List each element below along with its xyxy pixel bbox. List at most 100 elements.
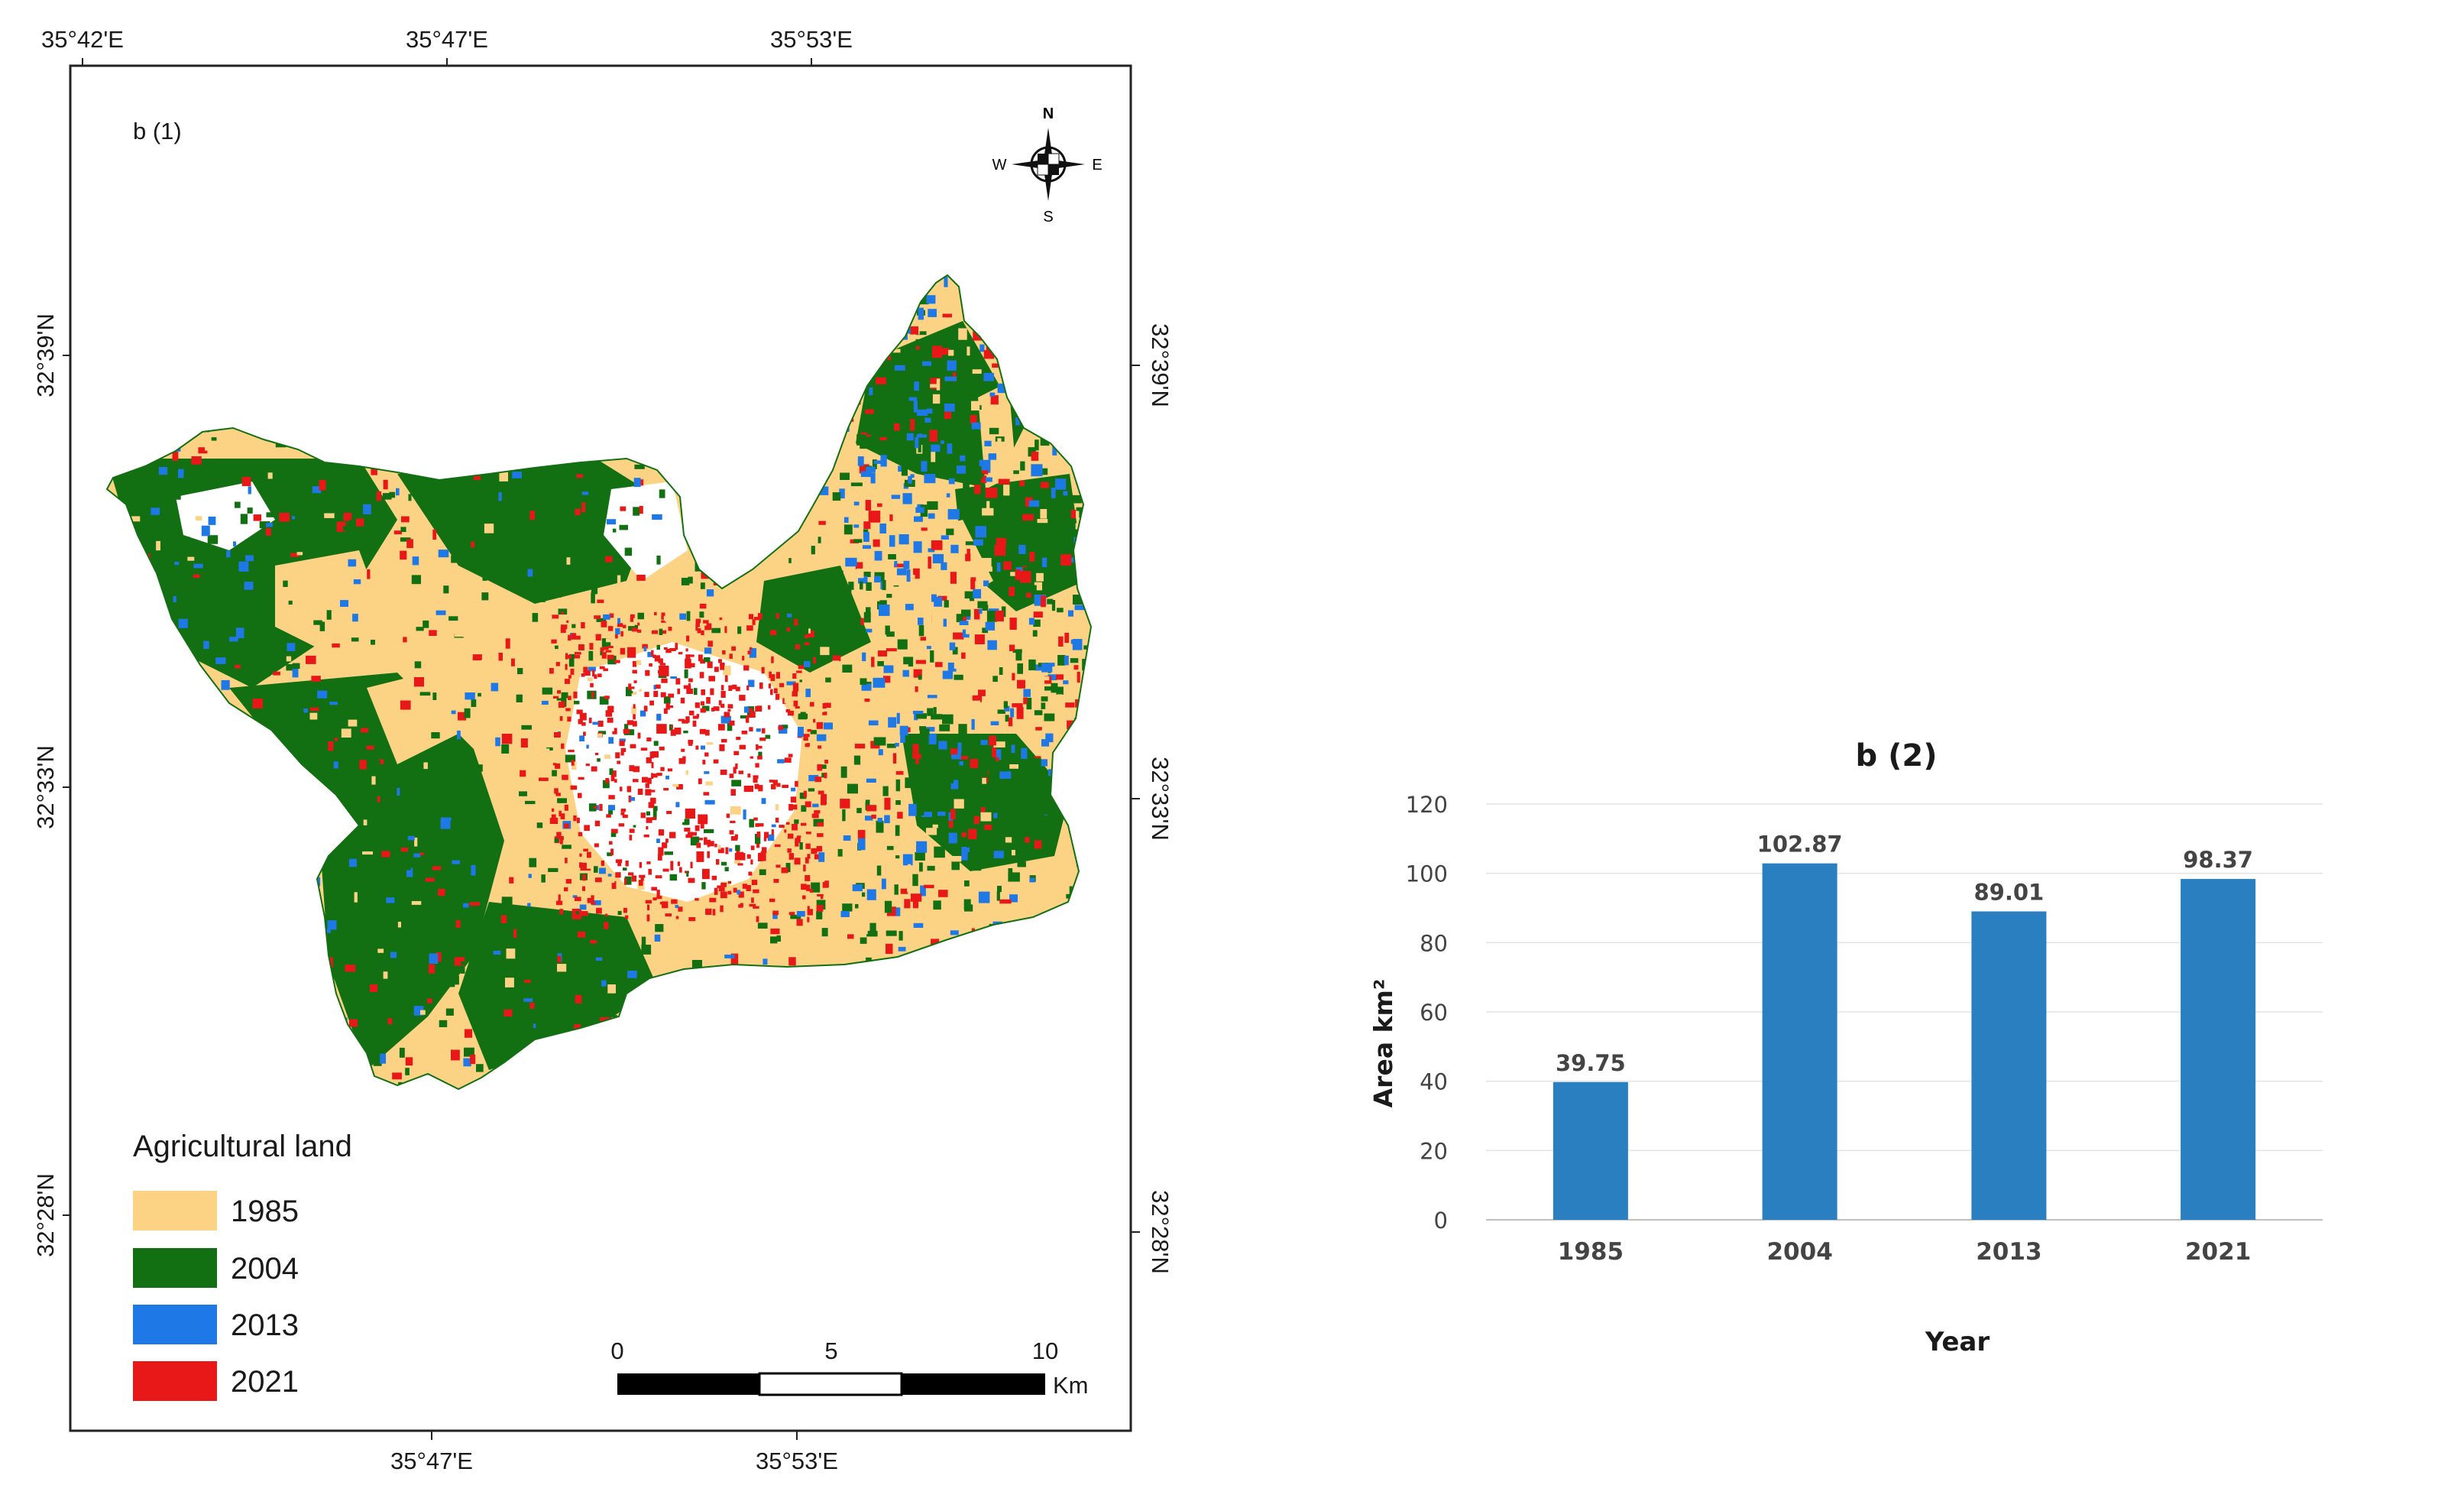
land-cover-patch bbox=[775, 804, 779, 811]
land-cover-patch bbox=[178, 469, 184, 478]
land-cover-patch bbox=[801, 884, 807, 890]
land-cover-patch bbox=[805, 875, 811, 881]
land-cover-patch bbox=[1070, 658, 1079, 663]
land-cover-patch bbox=[405, 1057, 413, 1066]
land-cover-patch bbox=[481, 592, 489, 601]
land-cover-patch bbox=[690, 861, 693, 869]
land-cover-patch bbox=[701, 630, 704, 636]
land-cover-patch bbox=[552, 853, 557, 858]
land-cover-patch bbox=[949, 465, 959, 474]
land-cover-patch bbox=[602, 780, 610, 789]
land-cover-patch bbox=[915, 754, 919, 765]
land-cover-patch bbox=[1026, 592, 1031, 598]
land-cover-patch bbox=[727, 722, 733, 731]
land-cover-patch bbox=[203, 640, 209, 649]
land-cover-patch bbox=[565, 754, 576, 763]
compass-w-label: W bbox=[992, 157, 1007, 173]
land-cover-patch bbox=[1042, 815, 1050, 827]
land-cover-patch bbox=[670, 729, 676, 736]
land-cover-patch bbox=[236, 627, 244, 638]
land-cover-patch bbox=[695, 702, 700, 708]
land-cover-patch bbox=[684, 669, 688, 679]
land-cover-patch bbox=[722, 650, 726, 655]
land-cover-patch bbox=[866, 957, 872, 961]
chart-x-axis-label: Year bbox=[1925, 1327, 1990, 1357]
land-cover-patch bbox=[1041, 696, 1048, 702]
land-cover-patch bbox=[633, 779, 639, 783]
land-cover-patch bbox=[668, 627, 672, 631]
land-cover-patch bbox=[636, 574, 646, 581]
land-cover-patch bbox=[383, 479, 388, 490]
land-cover-patch bbox=[1017, 679, 1025, 689]
land-cover-patch bbox=[233, 541, 237, 546]
land-cover-patch bbox=[529, 1002, 535, 1009]
land-cover-patch bbox=[787, 833, 794, 839]
land-cover-patch bbox=[397, 787, 400, 796]
land-cover-patch bbox=[728, 685, 733, 691]
land-cover-patch bbox=[817, 764, 823, 771]
land-cover-patch bbox=[898, 946, 906, 952]
land-cover-patch bbox=[593, 1018, 600, 1026]
land-cover-patch bbox=[983, 841, 987, 847]
land-cover-patch bbox=[601, 621, 607, 627]
land-cover-patch bbox=[431, 732, 440, 739]
land-cover-patch bbox=[432, 692, 437, 700]
land-cover-patch bbox=[707, 851, 710, 858]
land-cover-patch bbox=[340, 600, 348, 607]
land-cover-patch bbox=[520, 738, 528, 748]
chart-x-tick-label: 1985 bbox=[1558, 1238, 1624, 1266]
land-cover-patch bbox=[248, 486, 251, 494]
land-cover-patch bbox=[924, 474, 936, 484]
land-cover-patch bbox=[486, 644, 491, 655]
land-cover-patch bbox=[356, 518, 364, 527]
land-cover-patch bbox=[1005, 715, 1009, 722]
land-cover-patch bbox=[771, 784, 776, 790]
land-cover-patch bbox=[683, 730, 688, 734]
land-cover-patch bbox=[865, 799, 870, 810]
land-cover-patch bbox=[1051, 488, 1056, 498]
land-cover-patch bbox=[857, 456, 864, 466]
land-cover-patch bbox=[934, 846, 945, 858]
land-cover-patch bbox=[902, 670, 909, 677]
land-cover-patch bbox=[601, 980, 607, 987]
land-cover-patch bbox=[820, 647, 830, 656]
land-cover-patch bbox=[400, 848, 408, 852]
land-cover-patch bbox=[847, 589, 852, 599]
land-cover-patch bbox=[950, 930, 959, 935]
land-cover-patch bbox=[677, 861, 681, 867]
land-cover-patch bbox=[895, 779, 901, 792]
scale-tick-label: 5 bbox=[824, 1338, 837, 1364]
land-cover-patch bbox=[292, 516, 296, 520]
land-cover-patch bbox=[958, 724, 967, 734]
land-cover-patch bbox=[860, 937, 867, 944]
land-cover-patch bbox=[557, 690, 562, 694]
northwest-gap bbox=[176, 481, 275, 550]
land-cover-patch bbox=[733, 860, 740, 864]
land-cover-patch bbox=[560, 627, 566, 634]
land-cover-overlay bbox=[107, 275, 1091, 1089]
land-cover-patch bbox=[785, 863, 791, 873]
land-cover-patch bbox=[758, 852, 765, 858]
land-cover-patch bbox=[996, 537, 1006, 546]
land-cover-patch bbox=[1034, 710, 1043, 715]
land-cover-patch bbox=[577, 931, 586, 938]
land-cover-patch bbox=[343, 512, 352, 521]
land-cover-patch bbox=[624, 877, 627, 885]
land-cover-patch bbox=[984, 543, 992, 549]
land-cover-patch bbox=[309, 712, 318, 720]
land-cover-patch bbox=[725, 847, 729, 854]
land-cover-patch bbox=[972, 861, 982, 871]
land-cover-patch bbox=[931, 714, 943, 720]
land-cover-patch bbox=[573, 815, 577, 822]
land-cover-patch bbox=[862, 652, 866, 662]
land-cover-patch bbox=[625, 915, 629, 919]
land-cover-patch bbox=[565, 858, 568, 864]
land-cover-patch bbox=[794, 858, 801, 865]
land-cover-patch bbox=[884, 900, 892, 913]
land-cover-patch bbox=[720, 703, 725, 708]
land-cover-patch bbox=[208, 516, 216, 525]
land-cover-patch bbox=[700, 701, 704, 705]
land-cover-patch bbox=[709, 897, 717, 903]
land-cover-patch bbox=[895, 825, 900, 836]
chart-bar-1985 bbox=[1553, 1081, 1628, 1220]
